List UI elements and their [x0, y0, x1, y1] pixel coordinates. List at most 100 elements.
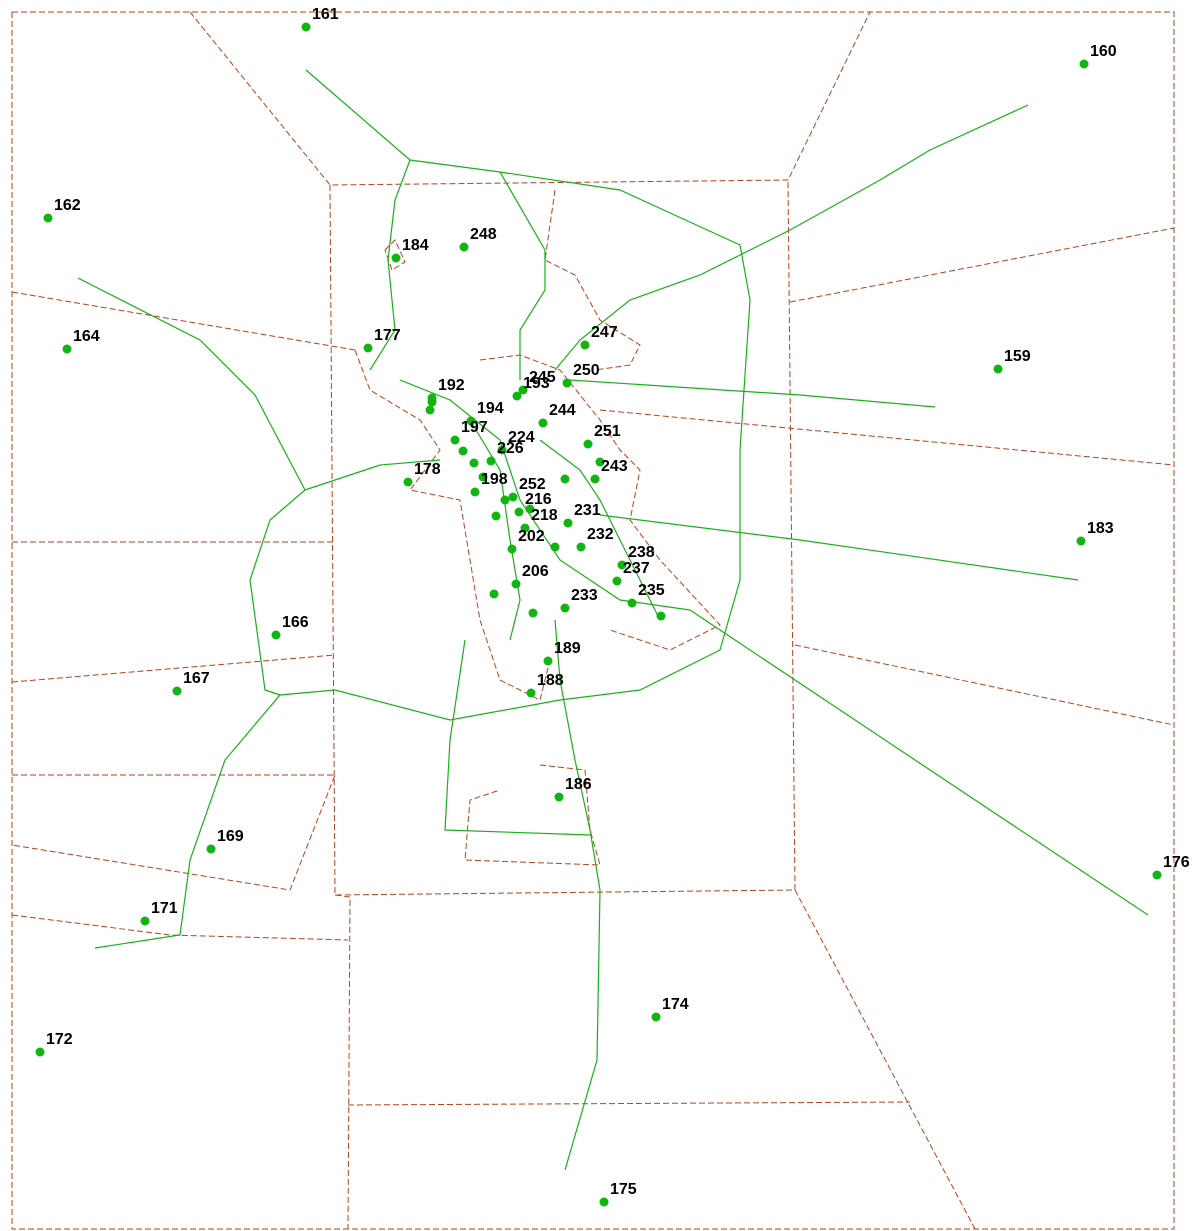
centroid — [512, 391, 522, 401]
boundary — [11, 914, 349, 941]
zone-centroids — [35, 22, 1162, 1207]
centroid — [525, 504, 535, 514]
centroid — [526, 688, 536, 698]
centroid — [466, 416, 476, 426]
centroid — [469, 458, 479, 468]
boundary — [11, 291, 356, 351]
road — [554, 619, 601, 1171]
centroid — [590, 474, 600, 484]
zone-label: 244 — [549, 402, 576, 419]
zone-label: 248 — [470, 226, 497, 243]
centroid — [500, 495, 510, 505]
zone-label: 224 — [508, 429, 535, 446]
centroid — [35, 1047, 45, 1057]
centroid — [507, 544, 517, 554]
boundary — [599, 409, 1175, 466]
boundary — [794, 644, 1175, 726]
road — [77, 277, 306, 696]
zone-label: 233 — [571, 587, 598, 604]
zone-label: 176 — [1163, 854, 1190, 871]
zone-label: 198 — [481, 471, 508, 488]
zone-label: 206 — [522, 563, 549, 580]
zone-label: 160 — [1090, 43, 1117, 60]
boundary — [347, 1101, 911, 1106]
road — [444, 639, 591, 836]
zone-label: 192 — [438, 377, 465, 394]
centroid — [491, 511, 501, 521]
zone-label: 252 — [519, 476, 546, 493]
zone-label: 231 — [574, 502, 601, 519]
boundary — [464, 764, 601, 866]
centroid — [206, 844, 216, 854]
road — [599, 514, 1079, 581]
zone-label: 193 — [523, 375, 550, 392]
road — [369, 159, 411, 371]
zone-label: 245 — [529, 369, 556, 386]
centroid — [580, 340, 590, 350]
centroid — [363, 343, 373, 353]
road — [499, 171, 546, 380]
boundary — [354, 349, 551, 701]
centroid — [617, 560, 627, 570]
zone-label: 251 — [594, 423, 621, 440]
centroid — [43, 213, 53, 223]
centroid — [651, 1012, 661, 1022]
boundary — [384, 239, 406, 271]
road — [689, 609, 1149, 916]
zone-label: 183 — [1087, 520, 1114, 537]
zone-label: 250 — [573, 362, 600, 379]
centroid — [508, 492, 518, 502]
road — [554, 104, 1029, 371]
zone-label: 167 — [183, 670, 210, 687]
zone-label: 171 — [151, 900, 178, 917]
centroid — [301, 22, 311, 32]
zone-label: 177 — [374, 327, 401, 344]
zone-label: 174 — [662, 996, 689, 1013]
centroid — [478, 472, 488, 482]
centroid — [627, 598, 637, 608]
boundary — [794, 889, 976, 1230]
boundary — [544, 189, 641, 371]
zone-label: 162 — [54, 197, 81, 214]
centroid — [562, 378, 572, 388]
boundary — [329, 179, 796, 896]
zone-label: 226 — [497, 440, 524, 457]
road — [569, 379, 936, 408]
boundary — [334, 894, 351, 1230]
centroid — [656, 611, 666, 621]
zone-label: 194 — [477, 400, 504, 417]
centroid — [1152, 870, 1162, 880]
zone-label: 172 — [46, 1031, 73, 1048]
centroid — [518, 385, 528, 395]
centroid — [576, 542, 586, 552]
centroid — [1079, 59, 1089, 69]
zone-label: 164 — [73, 328, 100, 345]
centroid — [172, 686, 182, 696]
boundary — [11, 654, 336, 683]
centroid — [458, 446, 468, 456]
zone-label: 186 — [565, 776, 592, 793]
centroid — [538, 418, 548, 428]
centroid — [1076, 536, 1086, 546]
centroid — [993, 364, 1003, 374]
centroid — [62, 344, 72, 354]
centroid — [563, 518, 573, 528]
centroid — [550, 542, 560, 552]
zone-boundaries — [11, 11, 1175, 1230]
zone-label: 197 — [461, 419, 488, 436]
road — [304, 459, 441, 491]
zone-label: 184 — [402, 237, 429, 254]
zone-label: 161 — [312, 6, 339, 23]
centroid — [459, 242, 469, 252]
centroid — [470, 487, 480, 497]
centroid — [612, 576, 622, 586]
centroid — [514, 507, 524, 517]
centroid — [560, 474, 570, 484]
centroid — [528, 608, 538, 618]
zone-label: 247 — [591, 324, 618, 341]
centroid — [599, 1197, 609, 1207]
zone-label: 175 — [610, 1181, 637, 1198]
centroid — [403, 477, 413, 487]
centroid — [486, 456, 496, 466]
